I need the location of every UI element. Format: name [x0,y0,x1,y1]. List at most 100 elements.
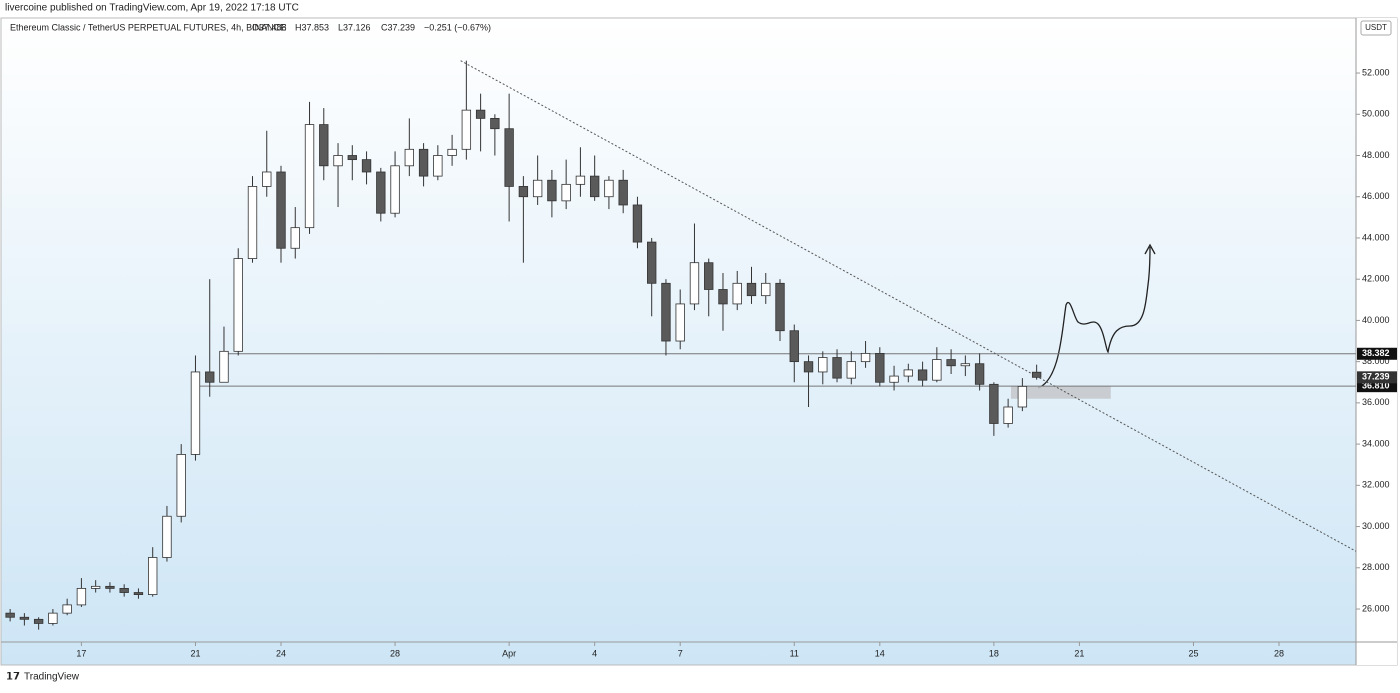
candle-body [718,289,728,305]
candle-body [561,183,571,202]
y-tick-label: 40.000 [1362,315,1390,325]
candle-body [775,282,785,332]
candle-body [290,227,300,249]
price-label-box [1357,347,1397,360]
candle-body [105,585,115,589]
candle-body [504,128,514,187]
candle-body [390,165,400,214]
y-tick-label: 34.000 [1362,438,1390,448]
candle-body [974,363,985,385]
ohlc-value: H37.853 [295,22,329,32]
y-tick-label: 48.000 [1362,150,1390,160]
x-tick-label: 25 [1188,648,1198,658]
candle-body [361,159,372,173]
ohlc-value: L37.126 [338,22,371,32]
ohlc-value: C37.239 [381,22,415,32]
brand: TradingView [24,672,80,683]
candle-body [589,175,600,198]
currency-label: USDT [1365,23,1387,32]
candle-body [518,186,529,198]
candle-body [262,171,272,187]
candle-body [418,148,429,177]
candle-body [447,148,457,156]
projection-path [1037,246,1151,389]
brand-logo: 𝟭𝟳 [6,672,20,683]
price-label-box [1357,371,1397,384]
candle-body [989,383,999,424]
x-tick-label: 11 [790,648,799,658]
candle-body [205,371,215,383]
y-tick-label: 38.000 [1362,356,1390,366]
candle-body [575,175,586,185]
candle-body [233,258,243,352]
candle-body [903,369,914,377]
candle-body [176,454,186,517]
candle-body [661,282,671,342]
candle-body [119,588,129,593]
candle-body [1003,406,1013,424]
price-label: 37.239 [1362,372,1390,382]
price-axis-area [1356,18,1397,665]
candle-body [689,262,700,305]
y-tick-label: 50.000 [1362,109,1390,119]
candle-body [376,171,386,214]
candle-body [832,357,842,379]
ohlc-value: −0.251 (−0.67%) [424,22,491,32]
candle-body [532,179,543,198]
candle-body [547,179,557,202]
candle-body [789,330,799,363]
candle-body [148,557,158,595]
candle-body [647,241,657,284]
candle-body [333,155,343,167]
candle-body [932,359,942,381]
y-tick-label: 30.000 [1362,521,1390,531]
x-tick-label: 28 [390,648,400,658]
candle-body [219,350,229,383]
candle-body [133,592,144,595]
y-tick-label: 32.000 [1362,480,1390,490]
x-tick-label: 24 [276,648,286,658]
currency-button[interactable] [1360,20,1392,36]
candle-body [33,618,44,624]
candle-body [162,515,172,558]
x-tick-label: 4 [592,648,597,658]
candle-body [818,357,828,373]
candle-body [276,171,286,249]
candle-body [48,612,58,624]
symbol-title: Ethereum Classic / TetherUS PERPETUAL FU… [10,22,286,32]
x-tick-label: 21 [190,648,200,658]
candle-body [917,369,928,381]
candle-body [803,361,814,373]
candle-body [746,282,757,297]
plot-background [0,17,1398,666]
candle-body [475,109,486,119]
candle-body [490,117,500,130]
candle-body [604,179,614,198]
x-tick-label: 7 [678,648,683,658]
x-tick-label: 21 [1074,648,1084,658]
candle-body [190,371,201,455]
candle-body [1017,385,1028,408]
candle-body [461,109,472,150]
y-tick-label: 44.000 [1362,232,1390,242]
publish-info: livercoine published on TradingView.com,… [5,3,299,14]
candle-body [846,361,856,379]
zone-box [1010,386,1111,399]
candle-body [247,186,258,259]
candle-body [860,352,871,363]
candle-body [5,612,15,618]
candle-body [62,604,72,614]
candle-body [347,155,357,161]
candle-body [618,179,628,206]
projection-arrowhead [1144,243,1156,255]
candle-body [732,282,742,305]
candle-body [319,124,329,167]
candle-body [632,204,643,243]
candle-body [19,616,30,620]
y-tick-label: 26.000 [1362,603,1390,613]
price-label: 36.810 [1362,381,1390,391]
candle-body [704,262,714,290]
candle-body [404,148,415,167]
